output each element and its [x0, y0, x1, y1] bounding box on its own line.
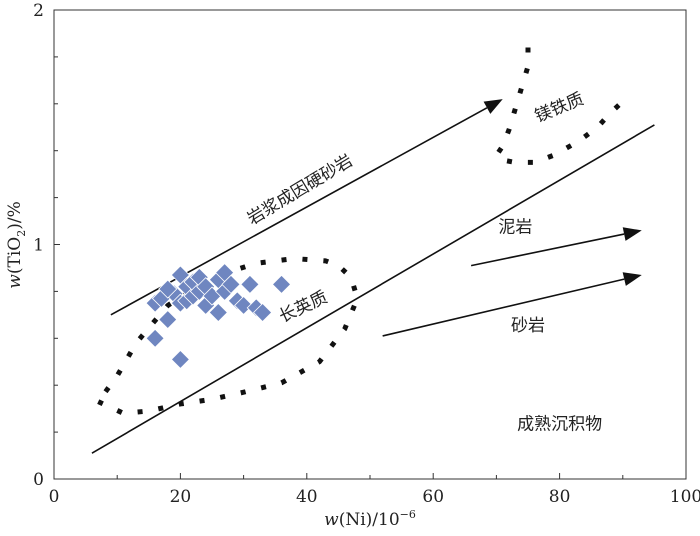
y-axis-title-open: (TiO — [5, 237, 25, 274]
arrow-head-0 — [483, 99, 503, 114]
x-axis-title-sup: −6 — [400, 508, 416, 521]
annotation-label: 砂岩 — [511, 316, 545, 336]
x-tick-label: 80 — [549, 487, 571, 507]
plot-frame — [53, 9, 687, 480]
x-tick-label: 100 — [670, 487, 700, 507]
annotation-label: 成熟沉积物 — [517, 414, 602, 435]
data-point — [170, 349, 190, 369]
arrow-head-1 — [622, 227, 642, 241]
y-tick-label: 2 — [33, 1, 44, 21]
x-axis-title: w(Ni)/10−6 — [324, 508, 416, 530]
data-point — [240, 274, 260, 294]
divider-line — [91, 124, 655, 454]
annotation-label: 泥岩 — [498, 218, 532, 238]
y-tick-label: 1 — [33, 236, 44, 256]
sample-points — [145, 263, 292, 369]
x-tick-label: 60 — [422, 487, 444, 507]
y-axis-title-prefix: w — [5, 274, 25, 289]
data-point — [271, 274, 292, 294]
felsic-field-boundary — [96, 256, 360, 416]
y-axis-title-close: )/% — [5, 201, 25, 230]
axis-ticks: 0 20 40 60 80 100 0 1 2 — [33, 1, 700, 507]
arrow-shaft-2 — [382, 278, 625, 337]
x-axis-title-prefix: w — [324, 510, 339, 530]
x-tick-label: 0 — [49, 487, 60, 507]
y-axis-title: w(TiO2)/% — [5, 201, 28, 288]
data-point — [145, 328, 165, 348]
data-point — [208, 302, 228, 323]
x-tick-label: 40 — [296, 487, 318, 507]
field-boundaries — [96, 47, 625, 416]
data-point — [234, 295, 254, 316]
data-point — [158, 309, 178, 330]
y-axis-title-sub: 2 — [15, 230, 28, 237]
data-point — [252, 302, 273, 323]
arrow-shaft-0 — [110, 107, 488, 316]
arrow-shaft-1 — [470, 233, 625, 267]
divider-and-arrows — [91, 99, 655, 454]
data-point — [158, 279, 178, 299]
data-point — [221, 274, 241, 294]
x-tick-label: 20 — [170, 487, 192, 507]
x-axis-title-body: (Ni)/10 — [339, 510, 400, 530]
y-tick-label: 0 — [33, 470, 44, 490]
arrow-head-2 — [622, 272, 642, 286]
